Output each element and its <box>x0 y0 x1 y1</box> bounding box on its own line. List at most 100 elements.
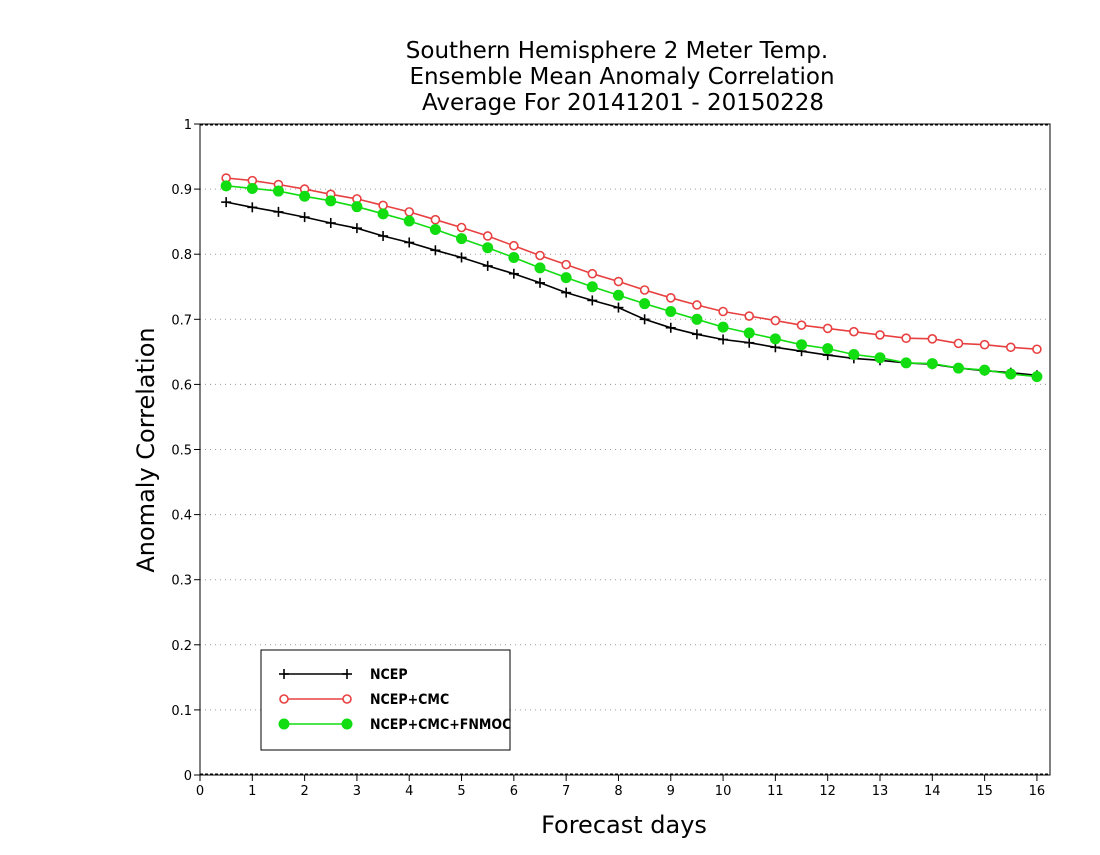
series-1-point-17 <box>665 293 676 303</box>
series-0-point-2 <box>273 206 284 217</box>
series-2-point-30 <box>1005 368 1017 380</box>
legend-marker-start-2 <box>278 718 290 730</box>
series-2-point-0 <box>220 180 232 192</box>
series-0-point-1 <box>247 202 258 213</box>
series-0-point-12 <box>535 277 545 288</box>
series-2-point-31 <box>1031 371 1043 383</box>
title-line-3: Average For 20141201 - 20150228 <box>422 90 824 116</box>
x-tick-label-16: 16 <box>1029 784 1046 799</box>
series-2-point-6 <box>377 208 389 220</box>
series-2-point-1 <box>246 182 258 194</box>
series-1-point-23 <box>822 323 833 334</box>
series-0-point-18 <box>691 329 702 340</box>
x-tick-label-13: 13 <box>872 784 889 799</box>
series-0-point-5 <box>351 223 362 234</box>
series-1-point-22 <box>796 320 807 330</box>
series-0-point-9 <box>456 252 467 263</box>
x-tick-label-11: 11 <box>767 784 784 799</box>
series-2-point-2 <box>272 185 284 197</box>
series-2-point-23 <box>822 343 834 355</box>
legend-label-2: NCEP+CMC+FNMOC <box>370 717 511 733</box>
series-1 <box>221 173 1042 355</box>
series-2-point-16 <box>639 298 651 310</box>
series-2-point-26 <box>900 357 912 369</box>
series-2-point-20 <box>743 327 755 339</box>
series-2-point-25 <box>874 352 886 364</box>
series-2-point-19 <box>717 321 729 333</box>
series-1-point-25 <box>875 330 885 340</box>
series-0-point-14 <box>587 295 598 306</box>
series-0-point-3 <box>299 212 310 223</box>
series-1-point-20 <box>744 311 755 321</box>
x-axis-label: Forecast days <box>541 811 707 839</box>
legend-marker-end-1 <box>342 694 352 704</box>
series-2-point-4 <box>325 195 337 207</box>
legend: NCEP NCEP+CMC NCEP+CMC+FNMOC <box>260 649 511 751</box>
series-2-point-7 <box>403 215 415 227</box>
series-2-point-27 <box>926 358 938 370</box>
y-tick-label-5: 0.5 <box>171 444 192 459</box>
series-0-point-16 <box>639 314 650 325</box>
series-2-point-28 <box>952 362 964 374</box>
x-tick-label-6: 6 <box>510 784 518 799</box>
series-1-point-28 <box>953 338 964 349</box>
series-2-point-8 <box>429 223 441 235</box>
legend-marker-end-2 <box>341 718 353 730</box>
x-tick-label-8: 8 <box>614 784 622 799</box>
chart-title: Southern Hemisphere 2 Meter Temp. Ensemb… <box>406 38 835 116</box>
series-2-point-5 <box>351 201 363 213</box>
y-tick-label-2: 0.2 <box>171 639 192 654</box>
series-2-point-9 <box>456 233 468 245</box>
y-tick-label-3: 0.3 <box>171 574 192 589</box>
series-1-point-16 <box>639 285 650 295</box>
series-2-point-10 <box>482 242 494 254</box>
series-1-point-11 <box>509 240 519 251</box>
series-0-point-11 <box>508 268 519 279</box>
y-tick-label-10: 1 <box>184 118 192 133</box>
series-1-point-21 <box>770 315 781 326</box>
series-1-point-14 <box>587 268 598 279</box>
series-2-point-24 <box>848 348 860 360</box>
series-2 <box>220 180 1043 383</box>
series-1-point-24 <box>849 326 859 337</box>
axes: 00.10.20.30.40.50.60.70.80.910 1 2 3 4 5 6 7 8 9 1… <box>171 118 1051 799</box>
series-0-point-15 <box>613 302 624 313</box>
gridlines <box>200 188 1050 711</box>
series-2-point-3 <box>299 190 311 202</box>
series-1-point-12 <box>535 250 545 261</box>
title-line-2: Ensemble Mean Anomaly Correlation <box>409 64 834 90</box>
series-line-2 <box>226 185 1037 378</box>
series-1-point-26 <box>901 333 911 343</box>
y-tick-label-4: 0.4 <box>171 509 192 524</box>
series-0-point-20 <box>744 337 755 348</box>
x-tick-label-15: 15 <box>976 784 993 799</box>
series-1-point-6 <box>378 200 388 211</box>
series-0-point-13 <box>561 287 572 298</box>
series-line-0 <box>226 201 1037 377</box>
series-2-point-13 <box>560 272 572 284</box>
y-tick-label-8: 0.8 <box>171 248 192 263</box>
series-1-point-15 <box>613 276 624 287</box>
series-1-point-18 <box>692 300 702 310</box>
series-0-point-19 <box>718 334 729 345</box>
x-tick-label-1: 1 <box>248 784 256 799</box>
x-tick-label-10: 10 <box>715 784 732 799</box>
series-1-point-13 <box>561 259 571 270</box>
x-tick-label-7: 7 <box>562 784 570 799</box>
series-1-point-10 <box>482 231 493 241</box>
y-tick-label-1: 0.1 <box>171 704 192 719</box>
x-tick-label-5: 5 <box>457 784 465 799</box>
series-0-point-6 <box>378 230 389 241</box>
series-0-point-7 <box>404 237 415 248</box>
series-0-point-17 <box>665 322 676 333</box>
x-tick-label-12: 12 <box>819 784 836 799</box>
series-line-1 <box>226 177 1037 350</box>
series-1-point-30 <box>1005 342 1016 353</box>
series-1-point-31 <box>1032 344 1042 355</box>
series-2-point-14 <box>586 281 598 293</box>
series-1-point-8 <box>430 214 441 225</box>
y-tick-label-6: 0.6 <box>171 378 192 393</box>
series-0-point-0 <box>221 197 232 208</box>
